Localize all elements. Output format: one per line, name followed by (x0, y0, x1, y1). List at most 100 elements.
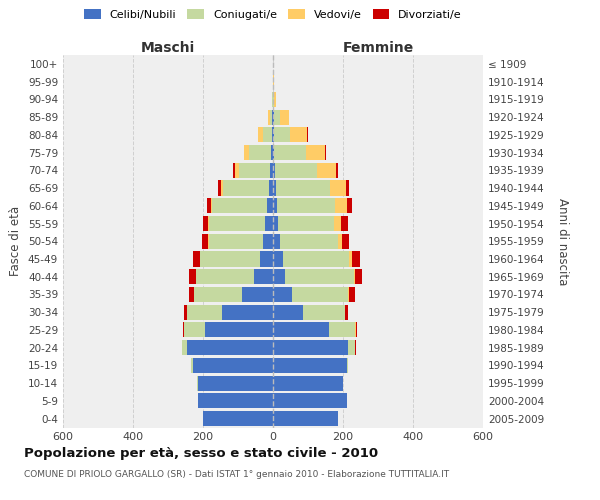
Bar (263, 234, 273, 249)
Bar (241, 287, 273, 302)
Bar (198, 376, 273, 390)
Bar (223, 180, 269, 196)
Bar (209, 234, 263, 249)
Bar (273, 269, 285, 284)
Text: Maschi: Maschi (141, 41, 195, 55)
Bar (233, 163, 235, 178)
Bar (290, 128, 307, 142)
Bar (208, 216, 209, 231)
Bar (306, 145, 325, 160)
Bar (283, 252, 349, 266)
Bar (222, 304, 273, 320)
Bar (348, 287, 349, 302)
Bar (330, 180, 346, 196)
Bar (273, 287, 292, 302)
Bar (187, 340, 273, 355)
Legend: Celibi/Nubili, Coniugati/e, Vedovi/e, Divorziati/e: Celibi/Nubili, Coniugati/e, Vedovi/e, Di… (80, 4, 466, 24)
Bar (198, 394, 273, 408)
Bar (269, 180, 273, 196)
Bar (212, 198, 266, 214)
Bar (285, 269, 353, 284)
Bar (273, 198, 277, 214)
Bar (244, 145, 248, 160)
Bar (348, 340, 355, 355)
Bar (273, 304, 303, 320)
Bar (277, 198, 335, 214)
Bar (190, 269, 196, 284)
Bar (266, 198, 273, 214)
Text: Popolazione per età, sesso e stato civile - 2010: Popolazione per età, sesso e stato civil… (24, 448, 378, 460)
Bar (347, 358, 348, 373)
Bar (275, 163, 317, 178)
Bar (203, 411, 273, 426)
Bar (334, 216, 341, 231)
Bar (208, 234, 209, 249)
Bar (270, 163, 273, 178)
Bar (182, 322, 184, 338)
Bar (203, 216, 208, 231)
Text: COMUNE DI PRIOLO GARGALLO (SR) - Dati ISTAT 1° gennaio 2010 - Elaborazione TUTTI: COMUNE DI PRIOLO GARGALLO (SR) - Dati IS… (24, 470, 449, 479)
Bar (303, 304, 345, 320)
Bar (280, 234, 338, 249)
Bar (235, 163, 239, 178)
Bar (347, 198, 352, 214)
Bar (273, 411, 338, 426)
Bar (182, 340, 187, 355)
Bar (221, 180, 223, 196)
Bar (273, 322, 329, 338)
Bar (191, 358, 193, 373)
Bar (349, 252, 352, 266)
Bar (239, 163, 270, 178)
Bar (273, 216, 278, 231)
Bar (273, 145, 274, 160)
Bar (272, 128, 273, 142)
Bar (263, 128, 272, 142)
Bar (274, 110, 280, 124)
Bar (292, 287, 348, 302)
Bar (260, 252, 273, 266)
Bar (265, 216, 273, 231)
Bar (274, 92, 276, 107)
Bar (194, 287, 241, 302)
Bar (346, 180, 349, 196)
Bar (278, 216, 334, 231)
Bar (273, 234, 280, 249)
Bar (209, 216, 265, 231)
Bar (346, 304, 348, 320)
Bar (273, 110, 274, 124)
Bar (196, 269, 254, 284)
Bar (273, 394, 347, 408)
Bar (317, 163, 337, 178)
Bar (248, 145, 271, 160)
Bar (206, 198, 211, 214)
Bar (274, 145, 306, 160)
Bar (349, 287, 355, 302)
Bar (218, 180, 221, 196)
Text: Femmine: Femmine (343, 41, 413, 55)
Bar (325, 145, 326, 160)
Bar (189, 287, 194, 302)
Bar (193, 358, 273, 373)
Bar (329, 322, 355, 338)
Bar (273, 358, 347, 373)
Bar (274, 128, 290, 142)
Bar (271, 145, 273, 160)
Bar (276, 180, 330, 196)
Bar (268, 110, 269, 124)
Bar (272, 110, 273, 124)
Bar (345, 304, 346, 320)
Bar (335, 198, 347, 214)
Bar (273, 340, 348, 355)
Bar (211, 198, 212, 214)
Bar (200, 252, 260, 266)
Bar (273, 163, 275, 178)
Y-axis label: Fasce di età: Fasce di età (10, 206, 22, 276)
Bar (353, 269, 355, 284)
Bar (193, 252, 200, 266)
Bar (355, 269, 362, 284)
Bar (184, 304, 187, 320)
Bar (337, 163, 338, 178)
Bar (205, 322, 273, 338)
Bar (352, 252, 360, 266)
Bar (273, 180, 276, 196)
